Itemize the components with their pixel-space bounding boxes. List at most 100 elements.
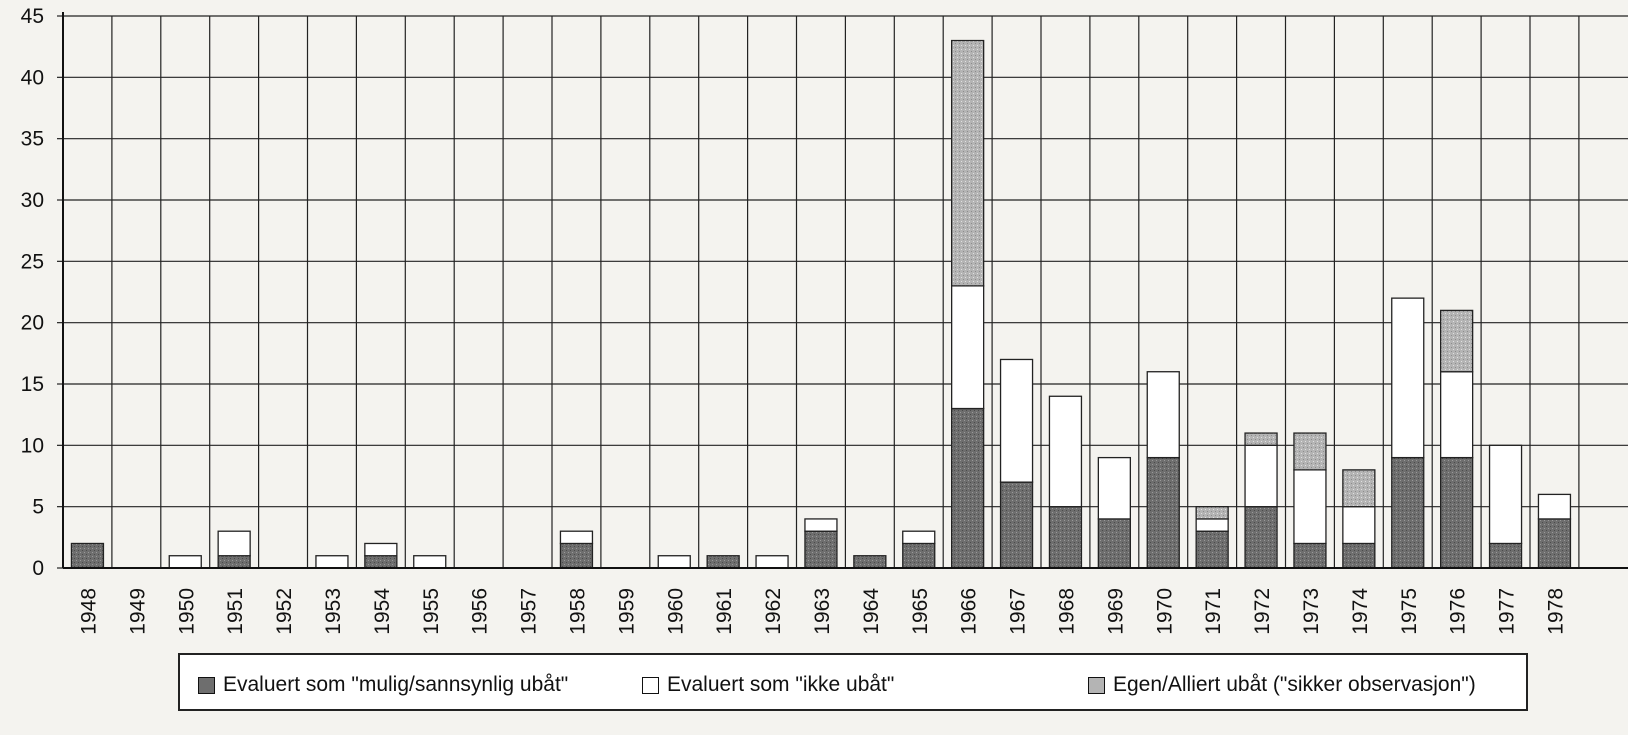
- bar-segment: [1342, 542, 1376, 569]
- x-tick-label: 1968: [1055, 588, 1078, 635]
- bar-segment: [902, 530, 936, 545]
- legend-label: Egen/Alliert ubåt ("sikker observasjon"): [1113, 673, 1476, 696]
- bar-segment: [559, 530, 594, 545]
- bar-segment: [1537, 518, 1572, 569]
- legend-item-own-allied-submarine: Egen/Alliert ubåt ("sikker observasjon"): [1088, 673, 1476, 697]
- x-tick-label: 1962: [762, 588, 785, 635]
- x-tick-label: 1961: [713, 588, 736, 635]
- bar-segment: [1146, 371, 1180, 459]
- bar-segment: [1146, 456, 1180, 569]
- y-tick-label: 20: [21, 312, 44, 335]
- bar-segment: [804, 530, 838, 569]
- legend-label: Evaluert som "mulig/sannsynlig ubåt": [223, 673, 569, 696]
- bar-segment: [413, 555, 447, 569]
- x-tick-label: 1975: [1398, 588, 1421, 635]
- bar-segment: [853, 555, 887, 569]
- bar-segment: [999, 358, 1034, 483]
- bar-segment: [1440, 309, 1474, 373]
- legend-swatch-light: [1088, 676, 1105, 694]
- bar-segment: [1097, 518, 1131, 569]
- x-tick-label: 1970: [1153, 588, 1176, 635]
- bar-segment: [999, 481, 1034, 569]
- bar-segment: [951, 407, 985, 569]
- bar-segment: [1391, 297, 1425, 459]
- x-tick-label: 1948: [77, 588, 100, 635]
- bar-segment: [1537, 493, 1572, 520]
- x-tick-label: 1960: [664, 588, 687, 635]
- bar-segment: [315, 555, 349, 569]
- legend-swatch-white: [642, 676, 659, 694]
- x-tick-label: 1955: [420, 588, 443, 635]
- legend-item-possible-submarine: Evaluert som "mulig/sannsynlig ubåt": [198, 673, 568, 697]
- bar-segment: [1244, 506, 1278, 569]
- y-tick-label: 45: [21, 5, 44, 28]
- x-tick-label: 1951: [224, 588, 247, 635]
- bar-segment: [1293, 469, 1327, 545]
- y-tick-label: 35: [21, 128, 44, 151]
- bar-segment: [804, 518, 838, 532]
- bar-segment: [755, 555, 789, 569]
- bar-segment: [168, 555, 202, 569]
- bar-segment: [1195, 518, 1229, 532]
- bar-segment: [364, 542, 398, 557]
- bar-segment: [951, 39, 985, 287]
- bar-segment: [1342, 506, 1376, 545]
- x-tick-label: 1954: [371, 588, 394, 635]
- legend: Evaluert som "mulig/sannsynlig ubåt" Eva…: [178, 653, 1528, 711]
- bar-segment: [364, 555, 398, 569]
- x-tick-label: 1964: [860, 588, 883, 635]
- bar-segment: [1391, 456, 1425, 569]
- y-tick-label: 25: [21, 250, 44, 273]
- y-tick-label: 15: [21, 373, 44, 396]
- bar-segment: [1440, 456, 1474, 569]
- y-tick-label: 30: [21, 189, 44, 212]
- y-tick-label: 0: [32, 557, 44, 580]
- x-tick-label: 1972: [1251, 588, 1274, 635]
- grid: [62, 15, 1628, 569]
- bar-segment: [902, 542, 936, 569]
- bar-segment: [1097, 456, 1131, 520]
- x-tick-label: 1956: [469, 588, 492, 635]
- x-tick-label: 1957: [518, 588, 541, 635]
- bar-segment: [1244, 444, 1278, 508]
- x-tick-label: 1959: [615, 588, 638, 635]
- bar-segment: [1244, 432, 1278, 446]
- x-tick-label: 1978: [1544, 588, 1567, 635]
- bar-segment: [70, 542, 105, 569]
- x-tick-label: 1969: [1104, 588, 1127, 635]
- bar-segment: [1293, 542, 1327, 569]
- bar-segment: [657, 555, 691, 569]
- y-tick-label: 40: [21, 66, 44, 89]
- bar-segment: [1195, 530, 1229, 569]
- x-tick-label: 1952: [273, 588, 296, 635]
- bar-segment: [706, 555, 740, 569]
- legend-swatch-dark: [198, 676, 215, 694]
- x-tick-label: 1974: [1349, 588, 1372, 635]
- bar-segment: [217, 555, 251, 569]
- x-tick-label: 1976: [1447, 588, 1470, 635]
- bar-segment: [217, 530, 251, 557]
- x-tick-label: 1973: [1300, 588, 1323, 635]
- bar-segment: [1293, 432, 1327, 471]
- bar-segment: [1342, 469, 1376, 508]
- x-tick-label: 1963: [811, 588, 834, 635]
- bar-segment: [1048, 506, 1083, 569]
- bars: [70, 39, 1572, 569]
- bar-segment: [1440, 371, 1474, 459]
- bar-segment: [1488, 542, 1523, 569]
- x-tick-label: 1953: [322, 588, 345, 635]
- bar-segment: [1488, 444, 1523, 545]
- x-tick-label: 1967: [1007, 588, 1030, 635]
- bar-segment: [559, 542, 594, 569]
- bar-segment: [1048, 395, 1083, 508]
- x-tick-label: 1977: [1496, 588, 1519, 635]
- x-tick-label: 1971: [1202, 588, 1225, 635]
- legend-label: Evaluert som "ikke ubåt": [667, 673, 895, 696]
- x-tick-label: 1950: [175, 588, 198, 635]
- y-tick-label: 10: [21, 434, 44, 457]
- x-tick-label: 1966: [958, 588, 981, 635]
- y-tick-label: 5: [32, 496, 44, 519]
- x-tick-label: 1965: [909, 588, 932, 635]
- x-tick-label: 1949: [126, 588, 149, 635]
